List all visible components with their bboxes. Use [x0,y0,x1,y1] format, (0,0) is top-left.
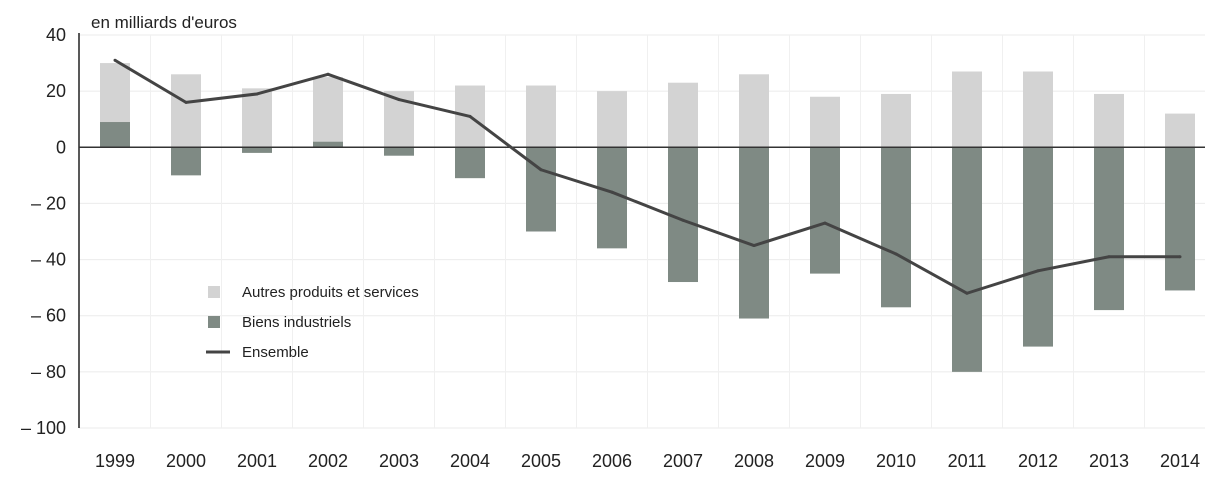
bar-biens-industriels-2008 [739,147,769,319]
bar-autres-produits-2012 [1023,71,1053,148]
bar-autres-produits-2011 [952,71,982,148]
point-ensemble-2004 [468,114,472,118]
bar-biens-industriels-2006 [597,147,627,249]
bar-autres-produits-2006 [597,91,627,148]
point-ensemble-2011 [965,291,969,295]
x-tick-label: 1999 [95,451,135,471]
legend-label: Autres produits et services [242,284,419,301]
point-ensemble-1999 [113,58,117,62]
bar-autres-produits-1999 [100,63,130,123]
y-tick-label: 40 [46,25,66,45]
bar-autres-produits-2009 [810,96,840,148]
point-ensemble-2003 [397,98,401,102]
y-tick-labels: 40 20 0 – 20 – 40 – 60 – 80 – 100 [21,25,66,438]
bar-biens-industriels-2014 [1165,147,1195,291]
bar-autres-produits-2007 [668,82,698,148]
legend: Autres produits et services Biens industr… [206,284,419,361]
x-tick-label: 2009 [805,451,845,471]
bar-biens-industriels-2002 [313,141,343,148]
x-tick-label: 2008 [734,451,774,471]
grid-layer [79,34,1205,429]
x-tick-label: 2004 [450,451,490,471]
point-ensemble-2007 [681,218,685,222]
bar-biens-industriels-2005 [526,147,556,232]
point-ensemble-2006 [610,190,614,194]
bar-autres-produits-2014 [1165,113,1195,148]
x-tick-label: 2006 [592,451,632,471]
bar-biens-industriels-2012 [1023,147,1053,347]
x-tick-label: 2000 [166,451,206,471]
line-ensemble [114,58,1180,295]
x-tick-label: 2002 [308,451,348,471]
y-tick-label: – 20 [31,193,66,213]
line-layer [113,58,1182,295]
bar-autres-produits-2008 [739,74,769,148]
point-ensemble-2009 [823,221,827,225]
x-tick-label: 2007 [663,451,703,471]
bar-biens-industriels-2010 [881,147,911,308]
x-tick-labels: 1999 2000 2001 2002 2003 2004 2005 2006 2007 2008… [95,451,1200,471]
bar-autres-produits-2001 [242,88,272,148]
bar-autres-produits-2013 [1094,93,1124,148]
bar-autres-produits-2002 [313,77,343,142]
legend-label: Ensemble [242,344,309,361]
x-tick-label: 2001 [237,451,277,471]
bar-biens-industriels-2004 [455,147,485,179]
bar-biens-industriels-2000 [171,147,201,176]
bar-biens-industriels-2011 [952,147,982,372]
y-tick-label: – 40 [31,250,66,270]
point-ensemble-2010 [894,252,898,256]
y-tick-label: – 60 [31,306,66,326]
x-tick-label: 2012 [1018,451,1058,471]
bars-layer [100,63,1195,372]
point-ensemble-2012 [1036,269,1040,273]
bar-autres-produits-2005 [526,85,556,148]
bar-biens-industriels-2001 [242,147,272,153]
bar-biens-industriels-2003 [384,147,414,156]
point-ensemble-2001 [255,92,259,96]
point-ensemble-2000 [184,100,188,104]
bar-biens-industriels-2013 [1094,147,1124,311]
x-tick-label: 2014 [1160,451,1200,471]
y-axis-unit-label: en milliards d'euros [91,13,237,32]
y-tick-label: – 80 [31,362,66,382]
bar-biens-industriels-1999 [100,122,130,148]
x-tick-label: 2005 [521,451,561,471]
bar-autres-produits-2010 [881,93,911,148]
y-tick-label: 20 [46,81,66,101]
axis-layer: en milliards d'euros [78,13,1205,428]
y-tick-label: – 100 [21,418,66,438]
y-tick-label: 0 [56,137,66,157]
x-tick-label: 2010 [876,451,916,471]
bar-biens-industriels-2007 [668,147,698,283]
x-tick-label: 2011 [948,451,987,471]
legend-swatch-autres-produits [208,286,220,298]
point-ensemble-2014 [1178,255,1182,259]
legend-label: Biens industriels [242,314,351,331]
bar-biens-industriels-2009 [810,147,840,274]
x-tick-label: 2003 [379,451,419,471]
bar-autres-produits-2000 [171,74,201,148]
point-ensemble-2002 [326,72,330,76]
x-tick-label: 2013 [1089,451,1129,471]
point-ensemble-2008 [752,244,756,248]
point-ensemble-2013 [1107,255,1111,259]
point-ensemble-2005 [539,168,543,172]
legend-swatch-biens-industriels [208,316,220,328]
